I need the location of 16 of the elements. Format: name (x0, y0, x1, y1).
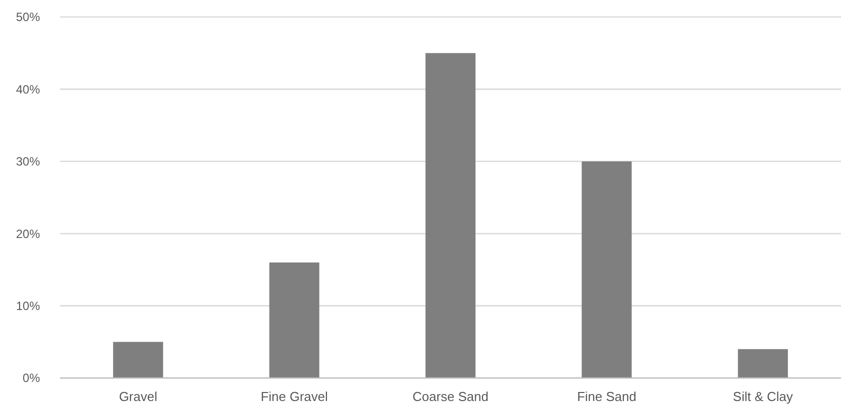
bar (113, 342, 164, 378)
y-tick-label: 30% (16, 154, 40, 169)
x-tick-label: Coarse Sand (412, 389, 488, 404)
x-tick-label: Gravel (118, 389, 158, 404)
y-tick-label: 20% (16, 226, 40, 241)
bar (426, 53, 476, 378)
y-tick-label: 10% (16, 299, 40, 313)
x-tick-label: Silt & Clay (732, 389, 794, 404)
bar (738, 349, 788, 378)
bar (582, 161, 632, 378)
y-tick-label: 50% (16, 10, 40, 24)
x-tick-label: Fine Sand (577, 389, 636, 404)
x-tick-label: Fine Gravel (260, 389, 328, 404)
y-tick-label: 40% (16, 82, 40, 96)
bar (269, 262, 320, 378)
y-tick-label: 0% (22, 371, 40, 386)
